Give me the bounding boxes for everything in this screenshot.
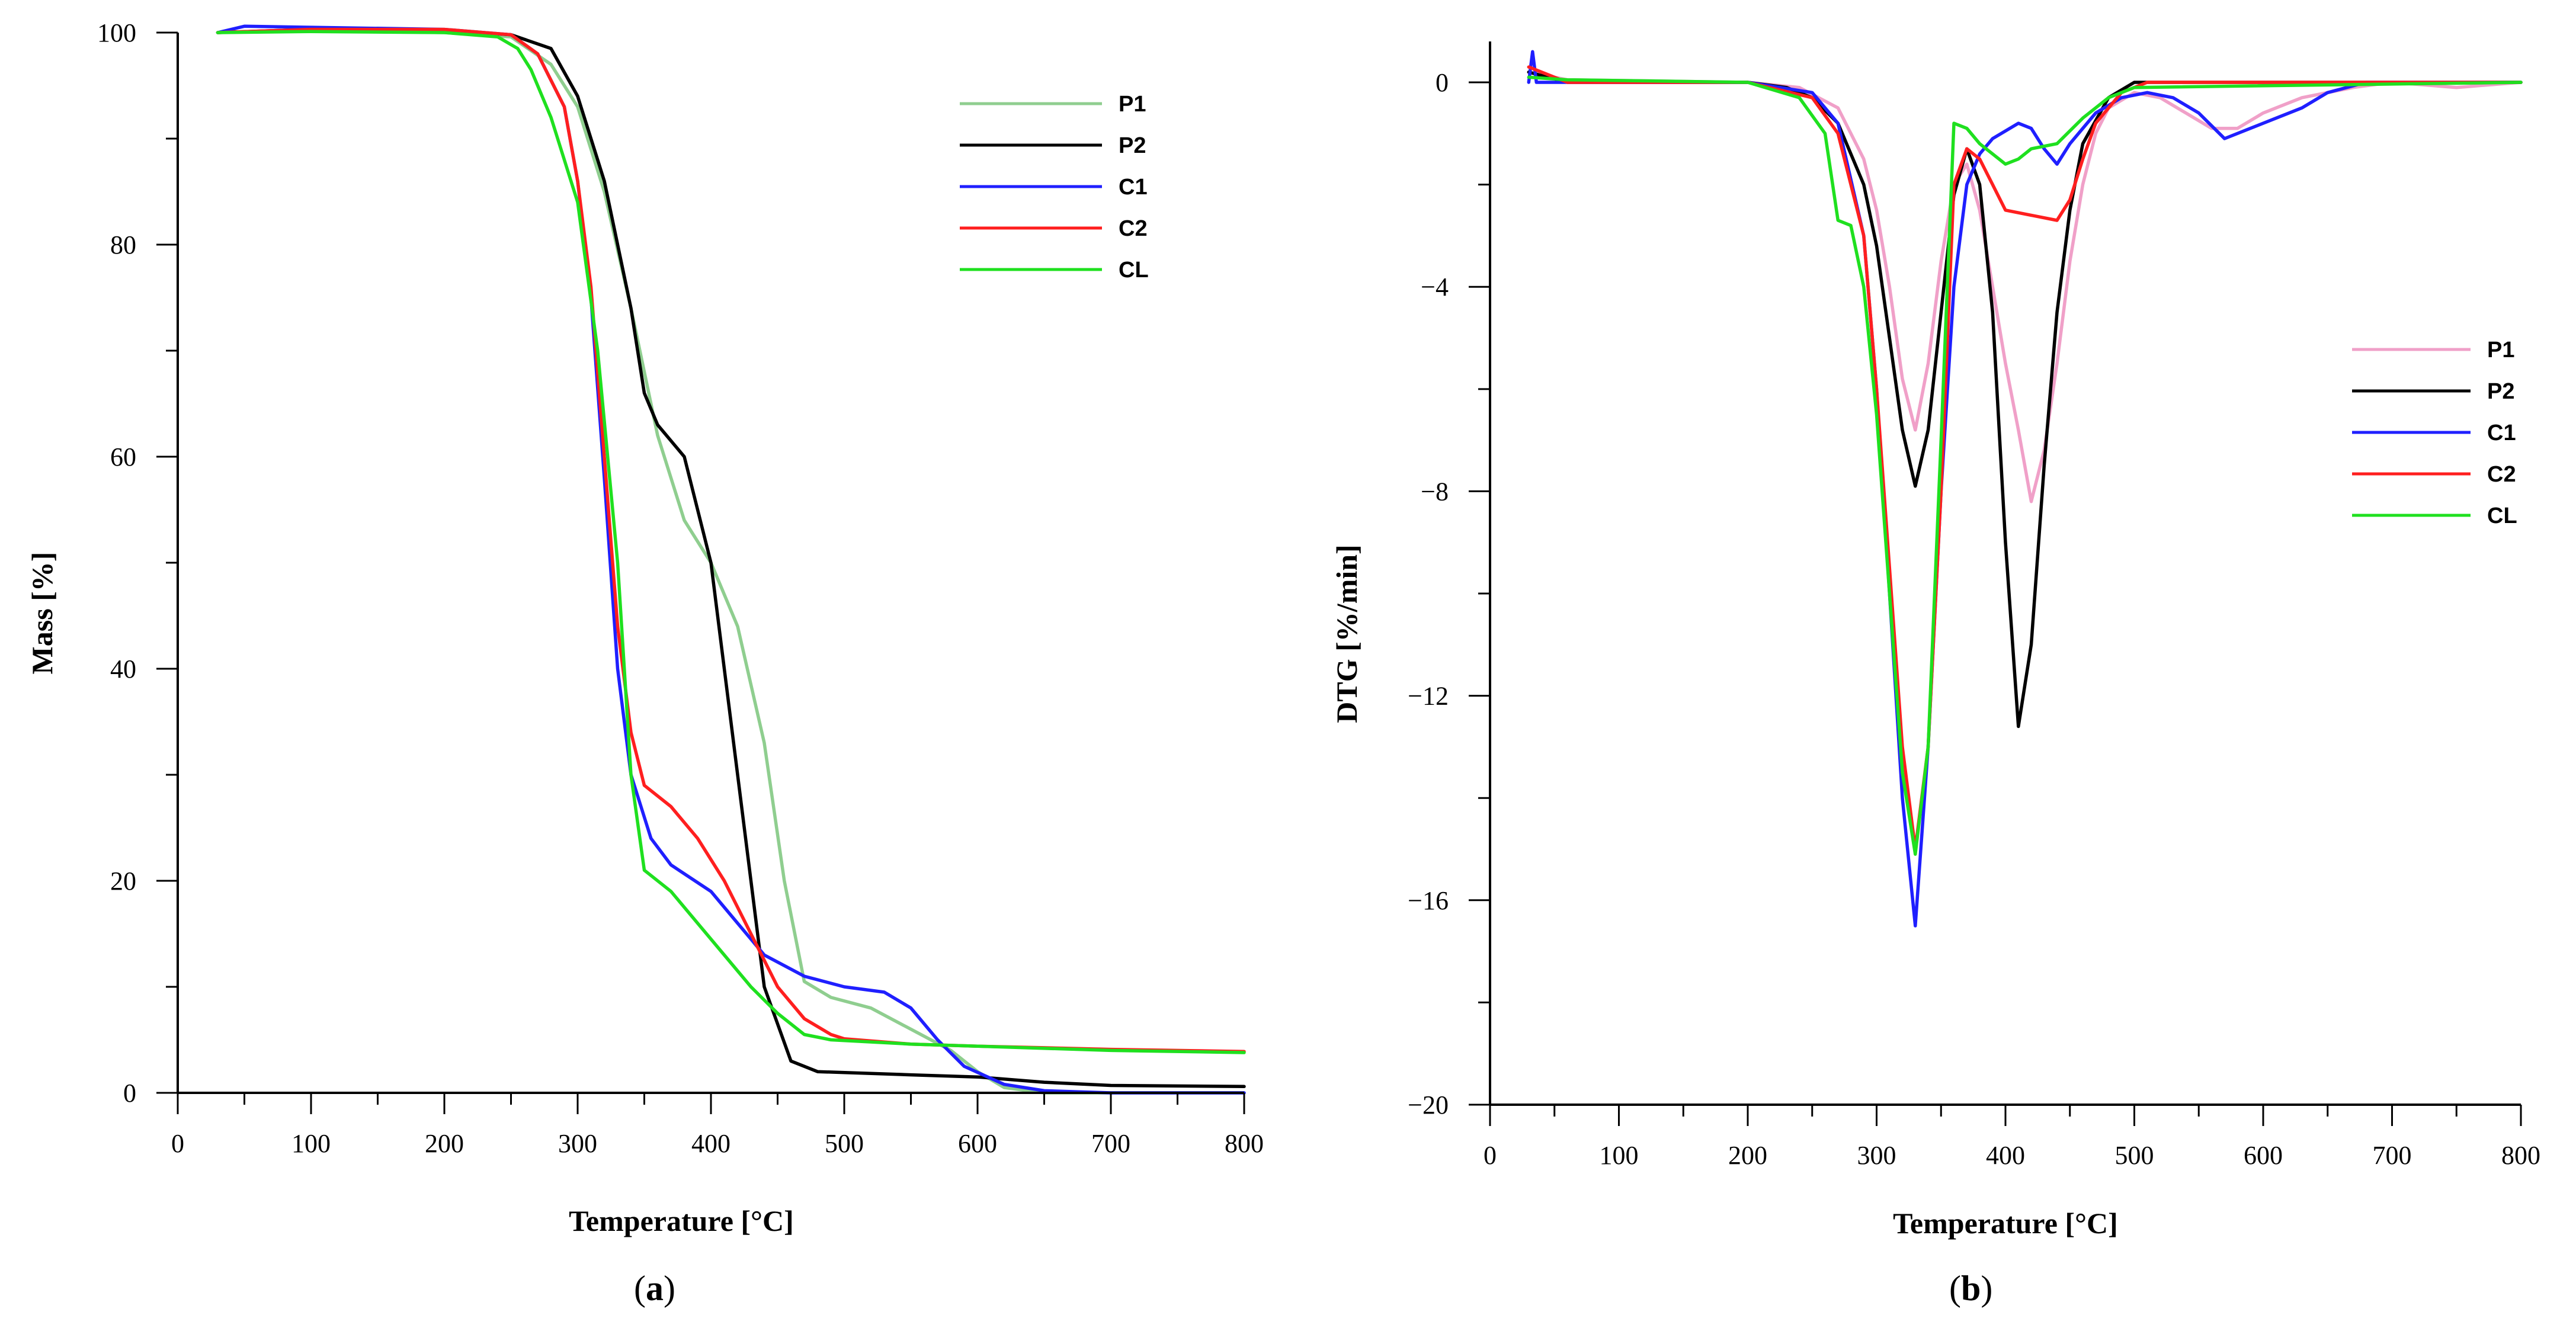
a-series-line-c2 [216, 27, 1246, 1053]
a-y-tick-label: 60 [110, 442, 136, 471]
a-panel-label: (a) [634, 1269, 675, 1308]
b-series-line-c2 [1527, 65, 2523, 851]
b-series-line-p1 [1527, 70, 2523, 503]
a-y-tick-label: 100 [97, 18, 136, 47]
a-y-tick-label: 0 [123, 1079, 136, 1108]
b-x-tick-label: 200 [1728, 1141, 1767, 1170]
b-x-axis-title: Temperature [°C] [1893, 1207, 2118, 1240]
b-legend-label-c2: C2 [2487, 462, 2516, 487]
a-y-tick-label: 20 [110, 867, 136, 896]
b-y-tick-label: −12 [1408, 682, 1449, 711]
a-x-tick-label: 700 [1091, 1129, 1130, 1158]
a-y-tick-label: 80 [110, 230, 136, 259]
a-y-axis-title: Mass [%] [25, 552, 59, 675]
b-y-tick-label: −16 [1408, 886, 1449, 915]
a-x-tick-label: 400 [691, 1129, 730, 1158]
a-y-tick-label: 40 [110, 655, 136, 684]
a-legend-label-cl: CL [1119, 258, 1149, 283]
b-panel-label: (b) [1949, 1269, 1992, 1308]
panel-a: 0 100 200 300 400 500 600 700 800 0 20 40 60 80 100 P1… [25, 18, 1264, 1308]
b-y-tick-label: −20 [1408, 1090, 1449, 1120]
a-series-line-p2 [216, 27, 1246, 1089]
a-series-line-cl [216, 30, 1246, 1054]
a-legend-label-c1: C1 [1119, 175, 1148, 200]
b-x-tick-label: 800 [2501, 1141, 2540, 1170]
a-x-tick-label: 300 [558, 1129, 597, 1158]
b-x-tick-label: 700 [2373, 1141, 2412, 1170]
b-x-tick-label: 500 [2115, 1141, 2154, 1170]
b-series-line-p2 [1527, 70, 2523, 729]
a-x-tick-label: 0 [171, 1129, 184, 1158]
b-series-line-cl [1527, 75, 2523, 856]
b-y-tick-label: −4 [1421, 272, 1449, 301]
a-x-tick-label: 200 [425, 1129, 464, 1158]
b-x-tick-label: 300 [1857, 1141, 1896, 1170]
b-legend-label-p2: P2 [2487, 379, 2514, 404]
b-x-tick-label: 600 [2244, 1141, 2283, 1170]
a-series-line-p1 [216, 28, 1246, 1095]
b-series-line-c1 [1527, 50, 2523, 928]
a-x-tick-label: 500 [825, 1129, 864, 1158]
a-legend-label-p1: P1 [1119, 92, 1146, 117]
b-y-tick-label: −8 [1421, 477, 1449, 506]
a-x-tick-label: 600 [958, 1129, 997, 1158]
b-y-tick-label: 0 [1436, 68, 1449, 97]
b-legend-label-cl: CL [2487, 503, 2517, 528]
b-x-tick-label: 0 [1484, 1141, 1497, 1170]
a-legend-label-c2: C2 [1119, 216, 1148, 241]
b-y-axis-title: DTG [%/min] [1330, 544, 1363, 723]
a-x-axis-title: Temperature [°C] [569, 1204, 794, 1237]
b-x-tick-label: 400 [1986, 1141, 2025, 1170]
a-x-tick-label: 800 [1225, 1129, 1264, 1158]
a-legend-label-p2: P2 [1119, 133, 1146, 158]
b-x-tick-label: 100 [1600, 1141, 1639, 1170]
b-legend-label-p1: P1 [2487, 338, 2514, 363]
a-x-tick-label: 100 [291, 1129, 331, 1158]
b-legend-label-c1: C1 [2487, 421, 2516, 445]
panel-b: 0 100 200 300 400 500 600 700 800−20−16−12−8−40 … [1330, 41, 2540, 1308]
